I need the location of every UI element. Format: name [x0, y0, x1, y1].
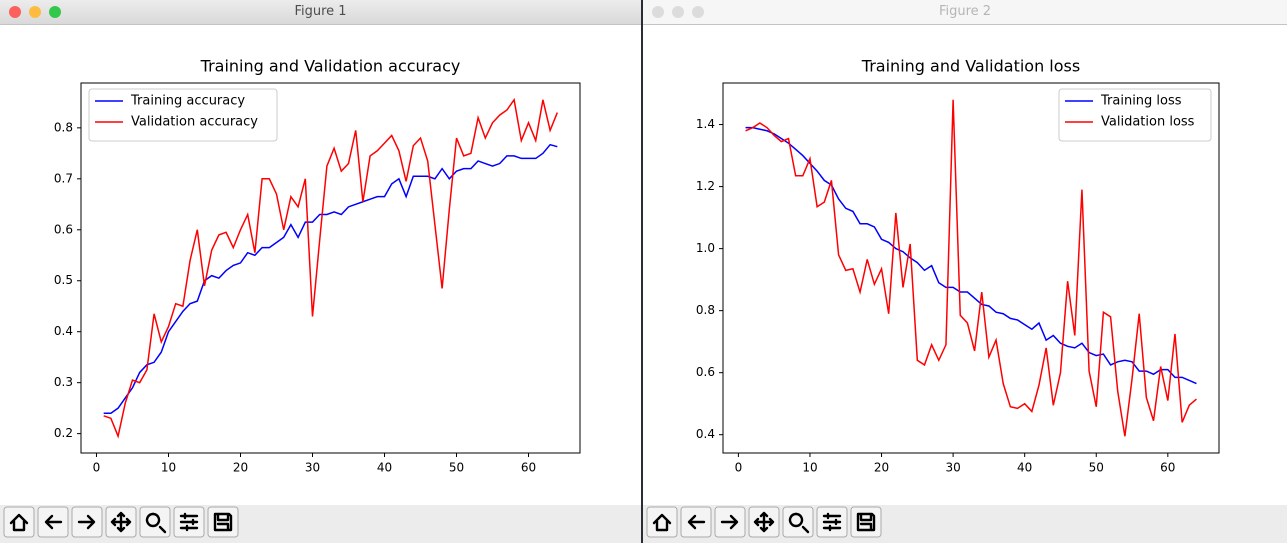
close-button[interactable]: [652, 6, 664, 18]
legend-box: [1058, 88, 1212, 142]
y-tick-label: 1.4: [696, 117, 715, 131]
chart-title: Training and Validation accuracy: [200, 57, 461, 76]
x-tick-label: 60: [1160, 461, 1175, 475]
y-tick-label: 0.5: [54, 273, 73, 287]
button-frame: [3, 506, 35, 538]
toolbar: [0, 505, 641, 543]
window: Figure 2 Training and Validation loss 0 10…: [643, 0, 1287, 543]
toolbar: [643, 505, 1287, 543]
legend-label: Training accuracy: [130, 94, 245, 109]
forward-button[interactable]: [71, 506, 103, 538]
y-tick-label: 1.0: [696, 241, 715, 255]
x-tick-label: 20: [233, 461, 248, 475]
x-tick-label: 40: [1017, 461, 1032, 475]
zoom-button[interactable]: [692, 6, 704, 18]
forward-button[interactable]: [714, 506, 746, 538]
button-icon: [687, 514, 706, 530]
home-button[interactable]: [646, 506, 678, 538]
zoom-button[interactable]: [49, 6, 61, 18]
x-tick-label: 30: [305, 461, 320, 475]
pan-button[interactable]: [748, 506, 780, 538]
toolbar-icons: [646, 506, 882, 538]
button-icon: [720, 514, 739, 530]
figure: Training and Validation loss 0 10 20 30 40 50 6…: [696, 57, 1220, 475]
y-tick-label: 0.3: [54, 375, 73, 389]
axes-frame: [722, 82, 1220, 454]
button-icon: [822, 512, 842, 532]
y-tick-label: 0.4: [696, 427, 715, 441]
legend-label: Validation accuracy: [131, 115, 258, 130]
y-tick-label: 1.2: [696, 179, 715, 193]
title-bar: Figure 1: [0, 0, 641, 25]
minimize-button[interactable]: [29, 6, 41, 18]
zoom-tool-button[interactable]: [782, 506, 814, 538]
x-tick-label: 50: [449, 461, 464, 475]
x-tick-label: 10: [161, 461, 176, 475]
minimize-button[interactable]: [672, 6, 684, 18]
series-line: [745, 126, 1197, 385]
x-tick-label: 0: [735, 461, 743, 475]
close-button[interactable]: [9, 6, 21, 18]
back-button[interactable]: [37, 506, 69, 538]
x-tick-label: 20: [874, 461, 889, 475]
chart-title: Training and Validation loss: [861, 57, 1080, 76]
subplots-button[interactable]: [173, 506, 205, 538]
y-tick-label: 0.6: [54, 222, 73, 236]
window-title: Figure 2: [938, 4, 992, 19]
series-line: [103, 143, 558, 414]
legend-label: Validation loss: [1101, 115, 1195, 130]
zoom-tool-button[interactable]: [139, 506, 171, 538]
y-tick-label: 0.7: [54, 171, 73, 185]
save-button[interactable]: [207, 506, 239, 538]
axes-frame: [80, 82, 581, 454]
window: Figure 1 Training and Validation accurac…: [0, 0, 641, 543]
button-icon: [652, 513, 672, 532]
y-tick-label: 0.8: [54, 120, 73, 134]
x-tick-label: 60: [521, 461, 536, 475]
subplots-button[interactable]: [816, 506, 848, 538]
y-tick-label: 0.8: [696, 303, 715, 317]
y-tick-label: 0.6: [696, 365, 715, 379]
x-tick-label: 50: [1089, 461, 1104, 475]
pan-button[interactable]: [105, 506, 137, 538]
button-icon: [44, 514, 63, 530]
button-icon: [213, 512, 233, 532]
x-tick-label: 40: [377, 461, 392, 475]
title-bar: Figure 2: [643, 0, 1287, 25]
button-frame: [850, 506, 882, 538]
x-tick-label: 0: [93, 461, 101, 475]
button-icon: [77, 514, 96, 530]
legend-box: [88, 88, 278, 142]
button-icon: [145, 512, 167, 534]
toolbar-icons: [3, 506, 239, 538]
back-button[interactable]: [680, 506, 712, 538]
x-tick-label: 30: [945, 461, 960, 475]
legend-label: Training loss: [1100, 94, 1182, 109]
button-icon: [179, 512, 199, 532]
figure: Training and Validation accuracy 0 10 20 30 4…: [54, 57, 581, 475]
button-icon: [856, 512, 876, 532]
button-frame: [207, 506, 239, 538]
home-button[interactable]: [3, 506, 35, 538]
button-icon: [110, 511, 132, 533]
save-button[interactable]: [850, 506, 882, 538]
button-frame: [646, 506, 678, 538]
y-tick-label: 0.4: [54, 324, 73, 338]
x-tick-label: 10: [802, 461, 817, 475]
button-icon: [753, 511, 775, 533]
button-icon: [788, 512, 810, 534]
series-line: [103, 97, 559, 439]
y-tick-label: 0.2: [54, 426, 73, 440]
series-line: [745, 99, 1197, 437]
button-icon: [9, 513, 29, 532]
window-title: Figure 1: [294, 4, 347, 19]
